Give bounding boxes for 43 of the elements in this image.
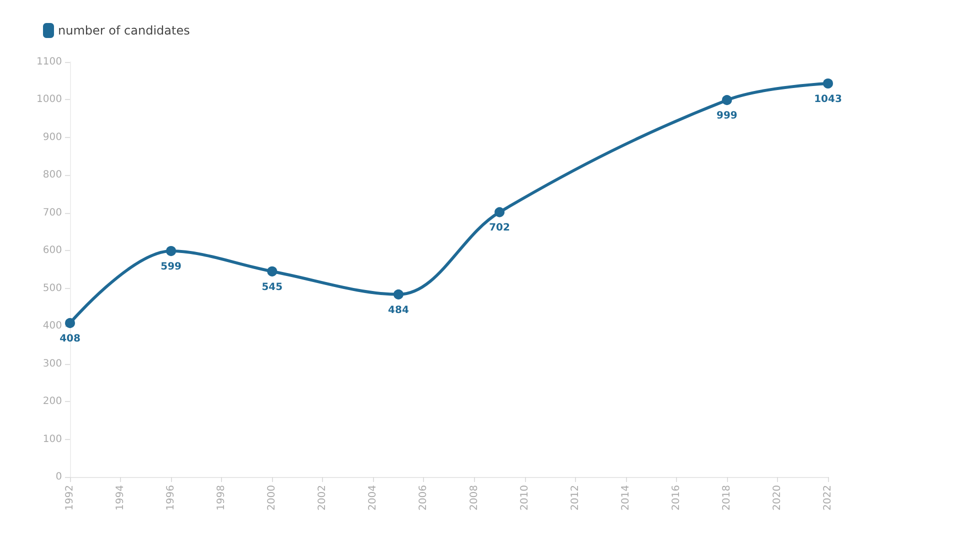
y-tick-label: 600: [42, 245, 62, 256]
data-label: 702: [489, 222, 510, 234]
data-label: 484: [388, 304, 409, 316]
x-tick-label: 2006: [418, 485, 430, 510]
x-tick-label: 1996: [166, 485, 177, 510]
x-tick-label: 2018: [721, 485, 732, 510]
y-tick-label: 200: [42, 396, 62, 408]
y-tick-label: 1000: [36, 94, 62, 106]
data-label: 1043: [814, 94, 842, 106]
y-tick-label: 100: [42, 434, 62, 445]
x-tick-label: 2000: [266, 485, 278, 510]
x-tick-label: 2010: [519, 485, 530, 510]
x-tick-label: 2022: [822, 485, 834, 510]
point: [65, 318, 75, 328]
x-tick-label: 2002: [317, 485, 328, 510]
y-tick-label: 400: [42, 320, 62, 332]
x-tick-label: 1994: [115, 485, 126, 510]
y-tick-label: 0: [56, 472, 62, 482]
x-tick-label: 2020: [772, 485, 783, 510]
legend-label: number of candidates: [58, 24, 190, 38]
x-tick-label: 2008: [468, 485, 480, 510]
x-tick-label: 2014: [620, 485, 632, 510]
data-label: 408: [60, 334, 80, 345]
point: [494, 207, 505, 218]
x-tick-label: 2004: [368, 485, 379, 510]
y-tick-label: 800: [42, 170, 62, 181]
data-label: 545: [262, 282, 283, 293]
point: [393, 289, 404, 300]
y-tick-label: 1100: [36, 56, 62, 68]
x-tick-label: 1992: [64, 485, 76, 510]
x-tick-label: 2016: [670, 485, 682, 510]
data-label: 599: [160, 262, 182, 273]
point: [722, 95, 732, 106]
y-tick-label: 300: [42, 358, 62, 370]
point: [823, 78, 833, 88]
y-tick-label: 900: [42, 132, 62, 143]
x-tick-label: 2012: [570, 485, 581, 510]
y-tick-label: 500: [42, 282, 62, 294]
y-tick-label: 700: [42, 207, 62, 218]
point: [166, 246, 176, 256]
data-label: 999: [716, 110, 738, 122]
x-tick-label: 1998: [216, 485, 228, 510]
point: [267, 266, 278, 276]
